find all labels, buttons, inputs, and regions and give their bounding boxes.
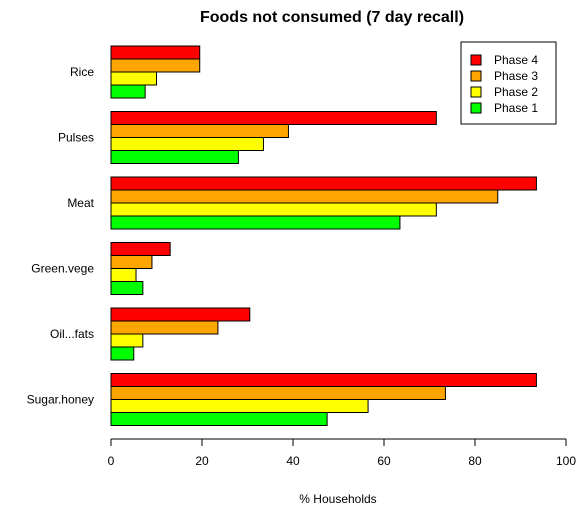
bar-oil-fats-phase-1 bbox=[110, 346, 135, 361]
bar-oil-fats-phase-3 bbox=[110, 320, 219, 335]
bar-green-vege-phase-3 bbox=[110, 255, 153, 269]
x-tick-label: 20 bbox=[195, 454, 209, 468]
bar-sugar-honey-phase-3 bbox=[110, 386, 446, 400]
bar-meat-phase-2 bbox=[110, 202, 437, 217]
category-label-rice: Rice bbox=[70, 65, 94, 79]
category-labels: Rice Pulses Meat Green.vege Oil...fats Sugar.… bbox=[27, 65, 95, 407]
bar-meat-phase-3 bbox=[110, 189, 499, 204]
bar-green-vege-phase-4 bbox=[110, 242, 171, 256]
bar-pulses-phase-2 bbox=[110, 137, 264, 151]
chart-title: Foods not consumed (7 day recall) bbox=[200, 9, 464, 26]
bar-rice-phase-4 bbox=[110, 45, 201, 60]
x-tick-label: 0 bbox=[108, 454, 115, 468]
category-label-pulses: Pulses bbox=[58, 131, 94, 145]
bar-sugar-honey-phase-1 bbox=[110, 412, 328, 426]
legend-label-phase-3: Phase 3 bbox=[494, 69, 538, 83]
x-tick-label: 80 bbox=[468, 454, 482, 468]
legend: Phase 4 Phase 3 Phase 2 Phase 1 bbox=[460, 41, 557, 125]
bar-meat-phase-1 bbox=[110, 215, 401, 230]
bar-green-vege-phase-1 bbox=[110, 281, 144, 295]
bar-pulses-phase-1 bbox=[110, 150, 239, 164]
legend-label-phase-4: Phase 4 bbox=[494, 53, 538, 67]
bar-green-vege-phase-2 bbox=[110, 268, 137, 282]
legend-label-phase-2: Phase 2 bbox=[494, 85, 538, 99]
x-tick-label: 40 bbox=[286, 454, 300, 468]
bar-rice-phase-1 bbox=[110, 84, 146, 99]
category-label-green-vege: Green.vege bbox=[31, 262, 94, 276]
bar-rice-phase-3 bbox=[110, 58, 201, 73]
category-label-meat: Meat bbox=[67, 196, 94, 210]
bar-pulses-phase-4 bbox=[110, 111, 437, 125]
x-axis-label: % Households bbox=[299, 492, 376, 506]
bars-group bbox=[110, 45, 537, 426]
category-label-oil-fats: Oil...fats bbox=[50, 327, 94, 341]
legend-label-phase-1: Phase 1 bbox=[494, 101, 538, 115]
bar-rice-phase-2 bbox=[110, 71, 157, 86]
bar-oil-fats-phase-4 bbox=[110, 307, 251, 322]
legend-swatch-phase-2 bbox=[470, 86, 482, 98]
bar-sugar-honey-phase-4 bbox=[110, 373, 537, 387]
x-axis-ticks: 0 20 40 60 80 100 bbox=[108, 439, 576, 468]
legend-swatch-phase-3 bbox=[470, 70, 482, 82]
category-label-sugar-honey: Sugar.honey bbox=[27, 393, 94, 407]
x-tick-label: 60 bbox=[377, 454, 391, 468]
bar-sugar-honey-phase-2 bbox=[110, 399, 369, 413]
bar-oil-fats-phase-2 bbox=[110, 333, 144, 348]
legend-swatch-phase-4 bbox=[470, 54, 482, 66]
bar-pulses-phase-3 bbox=[110, 124, 289, 138]
x-tick-label: 100 bbox=[556, 454, 576, 468]
legend-swatch-phase-1 bbox=[470, 102, 482, 114]
bar-meat-phase-4 bbox=[110, 176, 537, 191]
